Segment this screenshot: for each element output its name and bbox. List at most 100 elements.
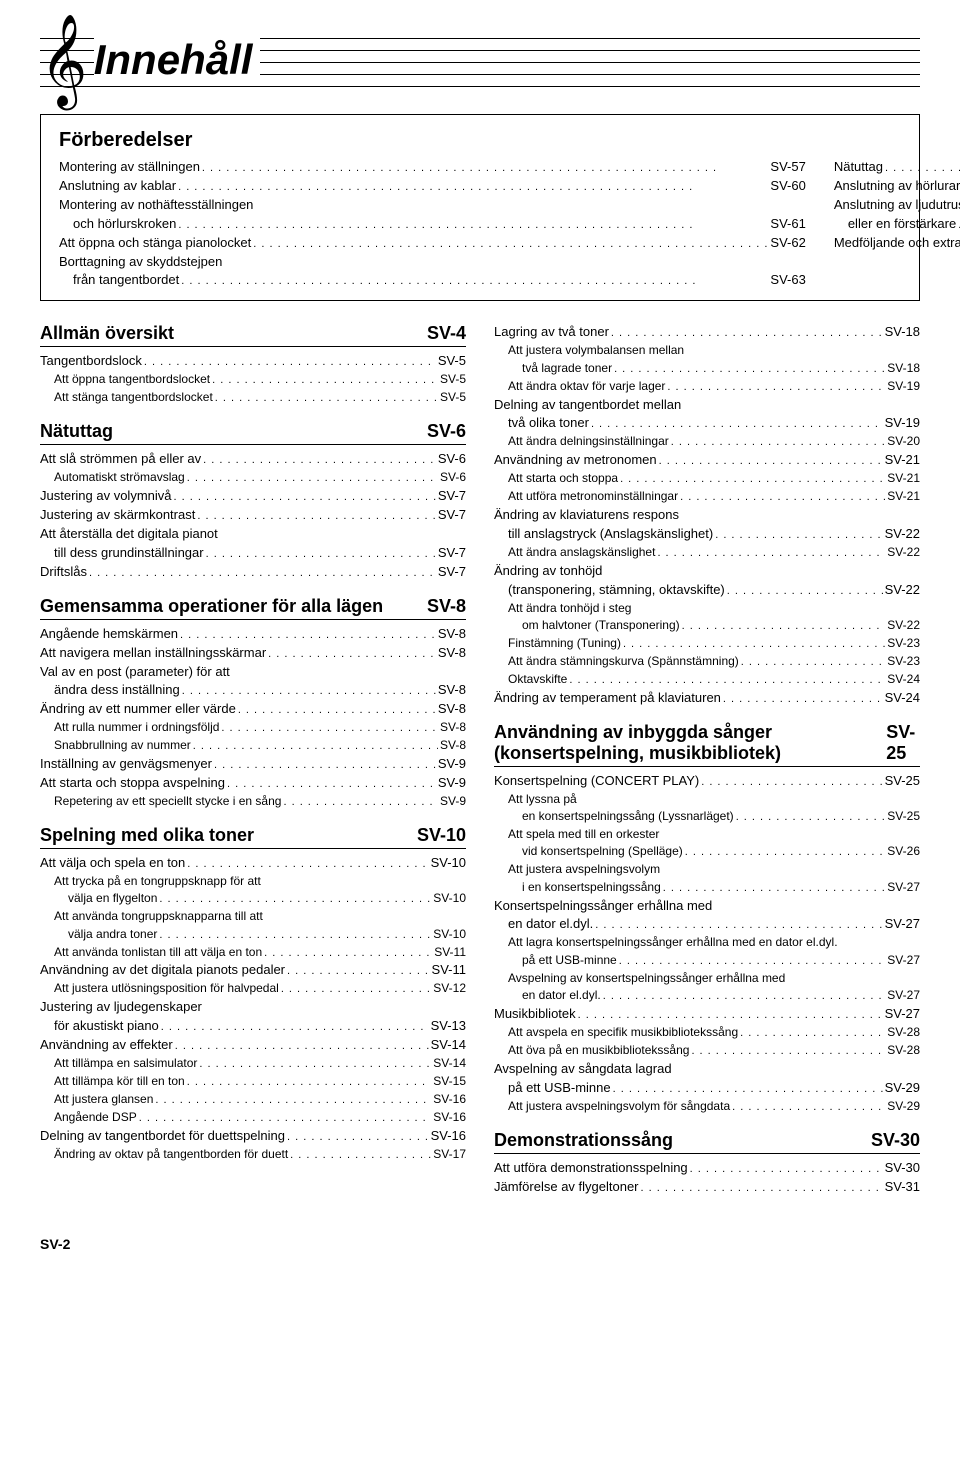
toc-label: Ändring av tonhöjd (494, 562, 920, 581)
toc-label: Att ändra stämningskurva (Spännstämning) (508, 653, 739, 670)
toc-label: två lagrade toner (522, 360, 612, 377)
toc-label: eller en förstärkare (848, 215, 956, 234)
toc-row: NätuttagSV-63 (834, 158, 960, 177)
section-title: Nätuttag (40, 421, 113, 442)
toc-label: Anslutning av hörlurar (834, 177, 960, 196)
section-title: Användning av inbyggda sånger (konsertsp… (494, 722, 886, 764)
toc-page: SV-6 (440, 469, 466, 486)
toc-row: Att rulla nummer i ordningsföljdSV-8 (40, 719, 466, 737)
toc-dots (187, 1073, 432, 1091)
toc-dots (268, 644, 436, 663)
toc-row: Ändring av oktav på tangentborden för du… (40, 1146, 466, 1164)
toc-row: Att justera volymbalansen mellantvå lagr… (494, 342, 920, 377)
toc-page: SV-24 (887, 671, 920, 688)
toc-dots (641, 1178, 883, 1197)
toc-row: Att öppna tangentbordslocketSV-5 (40, 371, 466, 389)
toc-page: SV-61 (770, 215, 805, 234)
toc-dots (174, 487, 436, 506)
toc-page: SV-7 (438, 506, 466, 525)
toc-page: SV-23 (887, 653, 920, 670)
toc-label: Anslutning av ljudutrustning (834, 196, 960, 215)
toc-row: Att stänga tangentbordslocketSV-5 (40, 389, 466, 407)
toc-label: Lagring av två toner (494, 323, 609, 342)
toc-label: Justering av skärmkontrast (40, 506, 195, 525)
section-heading: DemonstrationssångSV-30 (494, 1130, 920, 1154)
toc-dots (614, 360, 885, 378)
toc-dots (613, 1079, 883, 1098)
toc-row: Justering av volymnivåSV-7 (40, 487, 466, 506)
toc-dots (175, 1036, 429, 1055)
toc-dots (732, 1098, 885, 1116)
toc-label: och hörlurskroken (73, 215, 176, 234)
toc-page: SV-12 (433, 980, 466, 997)
toc-row: Att använda tonlistan till att välja en … (40, 944, 466, 962)
toc-row: Att justera utlösningsposition för halvp… (40, 980, 466, 998)
section-title: Demonstrationssång (494, 1130, 673, 1151)
toc-dots (740, 1024, 885, 1042)
toc-page: SV-9 (440, 793, 466, 810)
page-title: Innehåll (94, 36, 261, 84)
toc-label: Att ändra oktav för varje lager (508, 378, 665, 395)
toc-page: SV-15 (433, 1073, 466, 1090)
toc-label: Repetering av ett speciellt stycke i en … (54, 793, 281, 810)
toc-page: SV-17 (433, 1146, 466, 1163)
toc-label: Driftslås (40, 563, 87, 582)
toc-dots (281, 980, 431, 998)
toc-page: SV-29 (887, 1098, 920, 1115)
toc-dots (203, 450, 436, 469)
toc-row: Montering av ställningenSV-57 (59, 158, 806, 177)
toc-page: SV-8 (438, 700, 466, 719)
toc-page: SV-22 (885, 525, 920, 544)
toc-page: SV-8 (440, 737, 466, 754)
toc-row: Att tillämpa kör till en ton SV-15 (40, 1073, 466, 1091)
toc-dots (727, 581, 883, 600)
toc-dots (715, 525, 882, 544)
toc-label: Att öppna och stänga pianolocket (59, 234, 251, 253)
toc-dots (238, 700, 436, 719)
toc-row: Användning av metronomenSV-21 (494, 451, 920, 470)
toc-row: Anslutning av ljudutrustningeller en för… (834, 196, 960, 234)
toc-label: Att starta och stoppa avspelning (40, 774, 225, 793)
toc-page: SV-18 (887, 360, 920, 377)
toc-row: Att starta och stoppaSV-21 (494, 470, 920, 488)
toc-label: Att ändra delningsinställningar (508, 433, 669, 450)
toc-dots (701, 772, 882, 791)
toc-label: Användning av det digitala pianots pedal… (40, 961, 285, 980)
toc-row: Ändring av ett nummer eller värdeSV-8 (40, 700, 466, 719)
toc-dots (227, 774, 436, 793)
toc-label: Angående DSP (54, 1109, 137, 1126)
section-heading: Allmän översiktSV-4 (40, 323, 466, 347)
toc-row: Att justera glansenSV-16 (40, 1091, 466, 1109)
toc-row: Automatiskt strömavslagSV-6 (40, 469, 466, 487)
toc-label: vid konsertspelning (Spelläge) (522, 843, 683, 860)
toc-label: Konsertspelning (CONCERT PLAY) (494, 772, 699, 791)
toc-row: Ändring av klaviaturens responstill ansl… (494, 506, 920, 544)
toc-row: Att justera avspelningsvolym för sångdat… (494, 1098, 920, 1116)
toc-page: SV-22 (887, 617, 920, 634)
toc-row: Att lagra konsertspelningssånger erhålln… (494, 934, 920, 969)
toc-row: Användning av det digitala pianots pedal… (40, 961, 466, 980)
toc-page: SV-18 (885, 323, 920, 342)
toc-label: Att spela med till en orkester (508, 826, 920, 843)
toc-page: SV-9 (438, 774, 466, 793)
toc-page: SV-20 (887, 433, 920, 450)
toc-row: Att återställa det digitala pianottill d… (40, 525, 466, 563)
toc-page: SV-16 (431, 1127, 466, 1146)
toc-row: Att spela med till en orkestervid konser… (494, 826, 920, 861)
toc-label: välja en flygelton (68, 890, 157, 907)
toc-label: Att tillämpa kör till en ton (54, 1073, 185, 1090)
toc-row: Att ändra anslagskänslighetSV-22 (494, 544, 920, 562)
toc-label: Att återställa det digitala pianot (40, 525, 466, 544)
toc-label: Att använda tonlistan till att välja en … (54, 944, 262, 961)
toc-page: SV-22 (885, 581, 920, 600)
toc-page: SV-31 (885, 1178, 920, 1197)
toc-page: SV-5 (440, 389, 466, 406)
section-page: SV-4 (427, 323, 466, 344)
toc-dots (199, 1055, 431, 1073)
toc-label: Användning av metronomen (494, 451, 657, 470)
toc-dots (159, 890, 431, 908)
toc-label: Nätuttag (834, 158, 883, 177)
toc-dots (885, 158, 960, 177)
toc-row: Konsertspelningssånger erhållna meden da… (494, 897, 920, 935)
toc-page: SV-27 (887, 952, 920, 969)
